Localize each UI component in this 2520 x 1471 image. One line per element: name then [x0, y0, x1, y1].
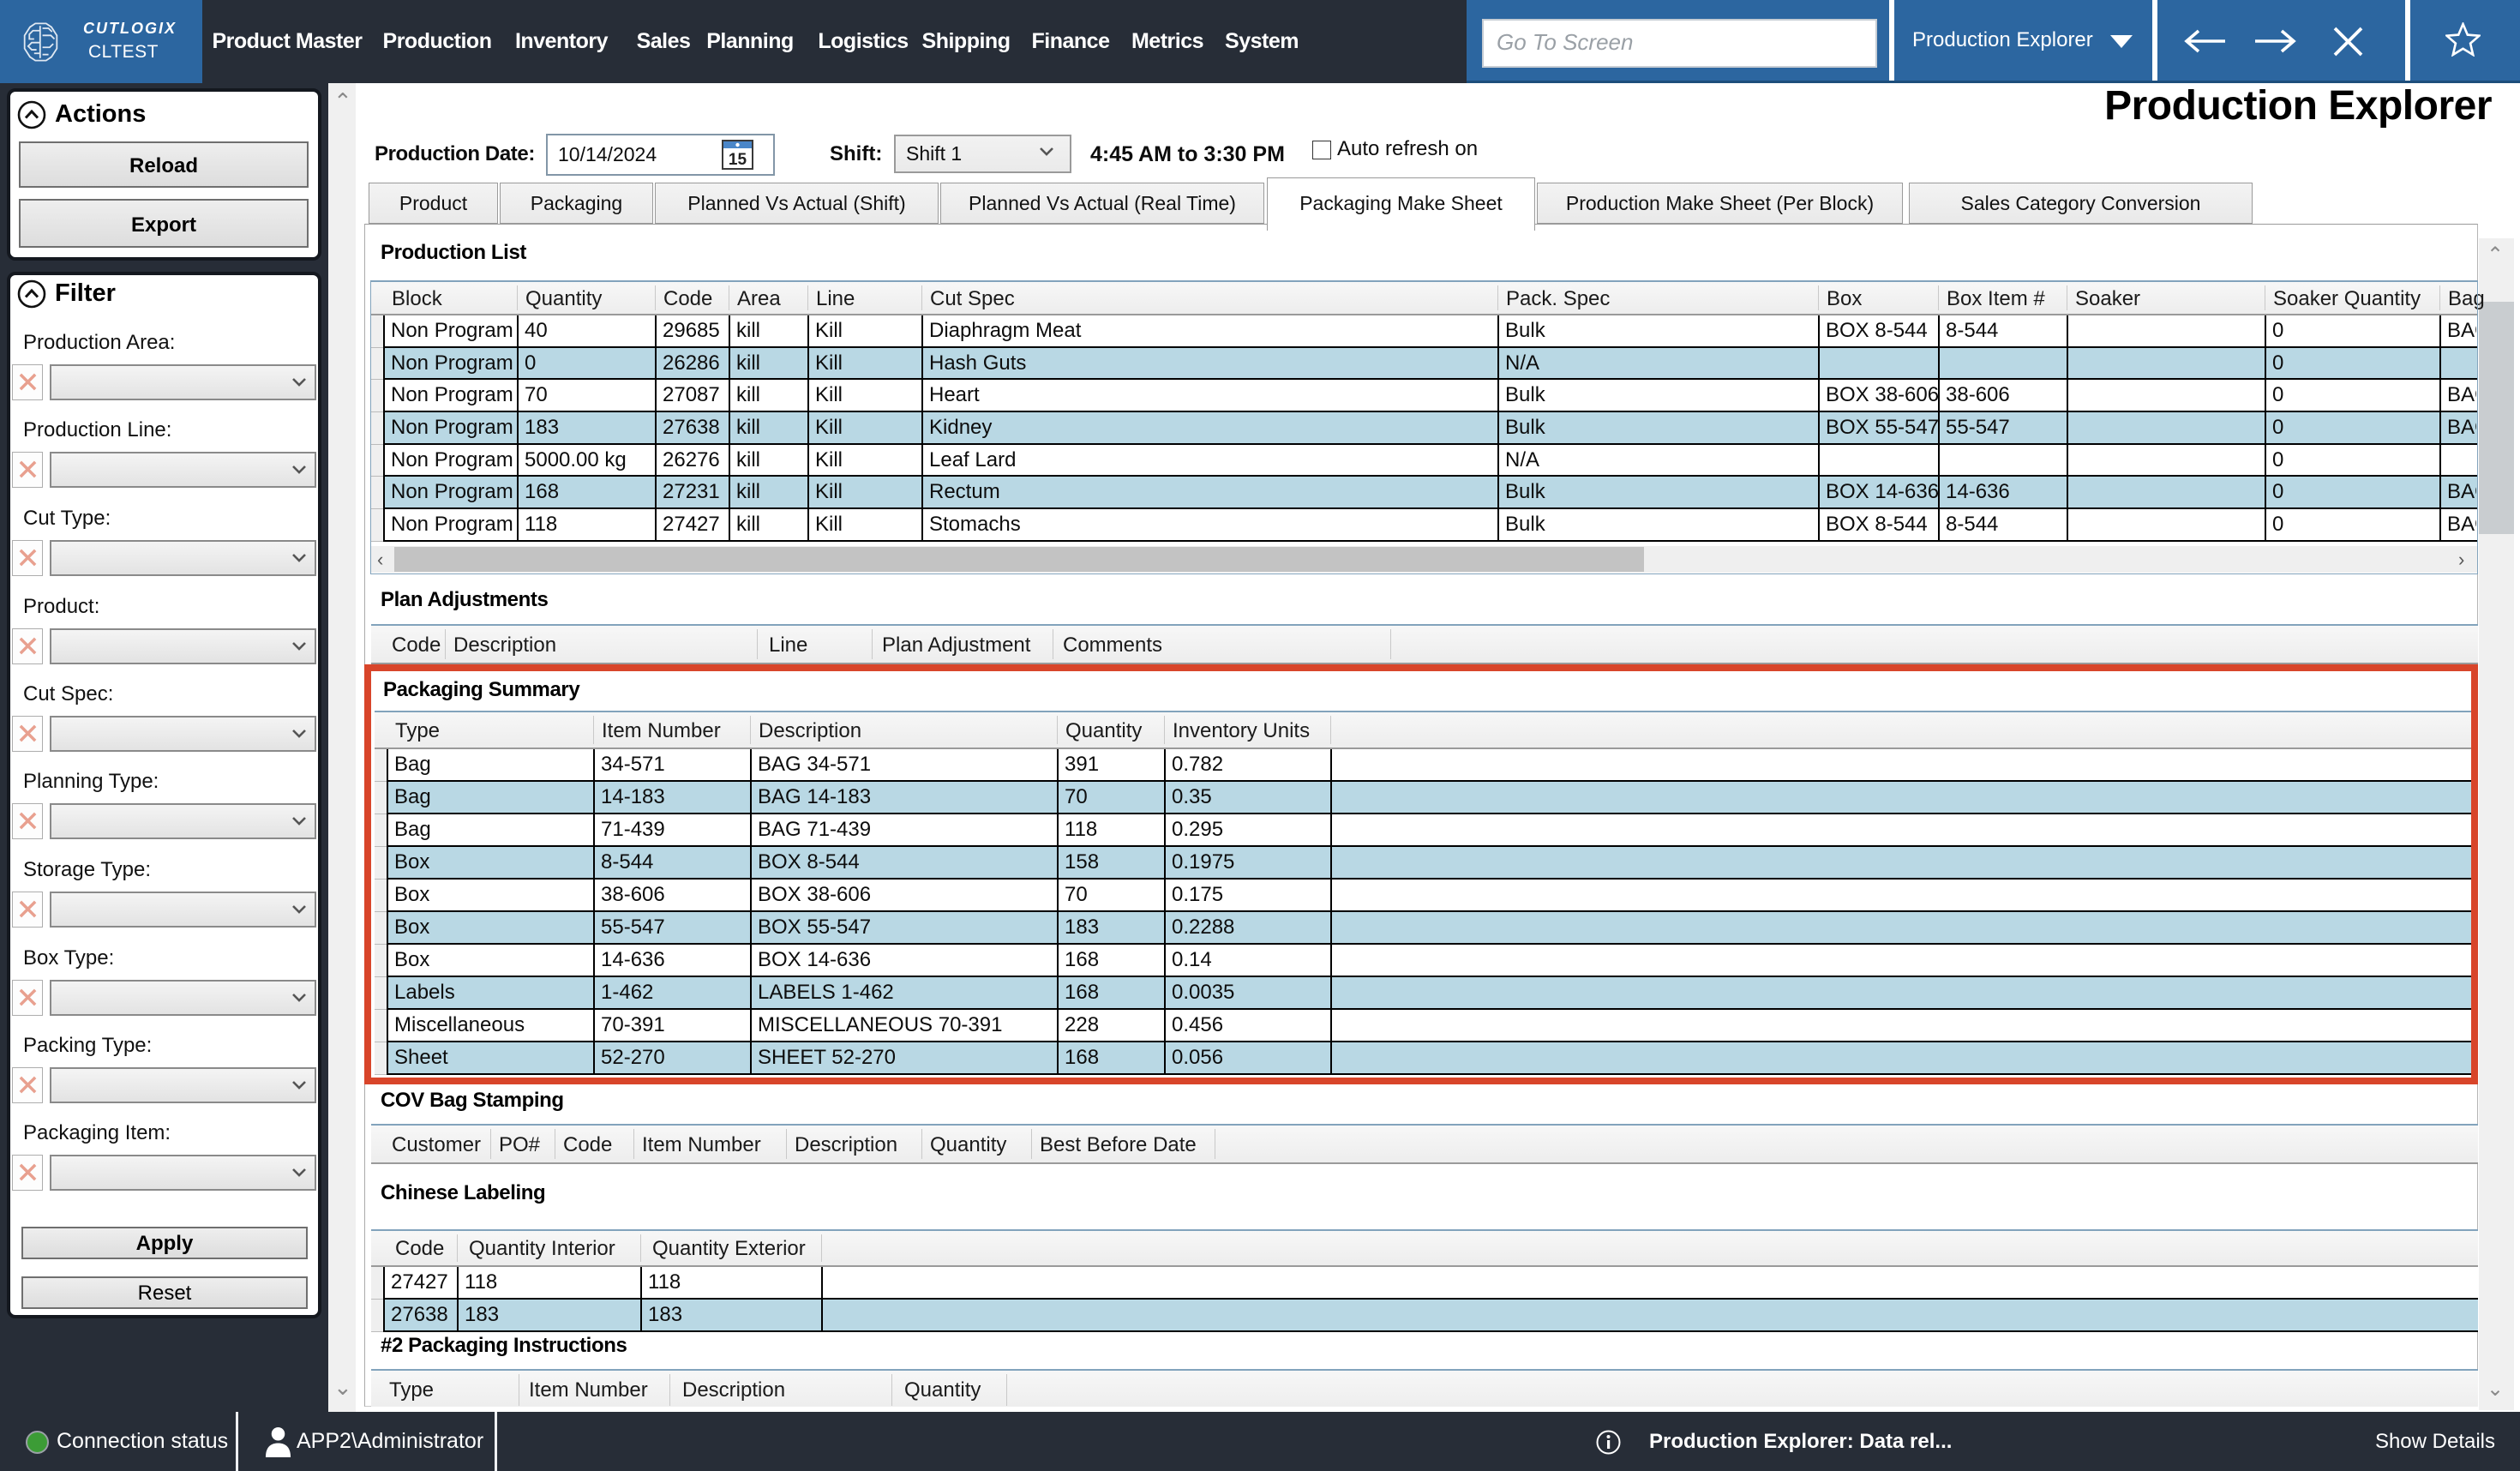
svg-text:15: 15 [729, 151, 747, 169]
